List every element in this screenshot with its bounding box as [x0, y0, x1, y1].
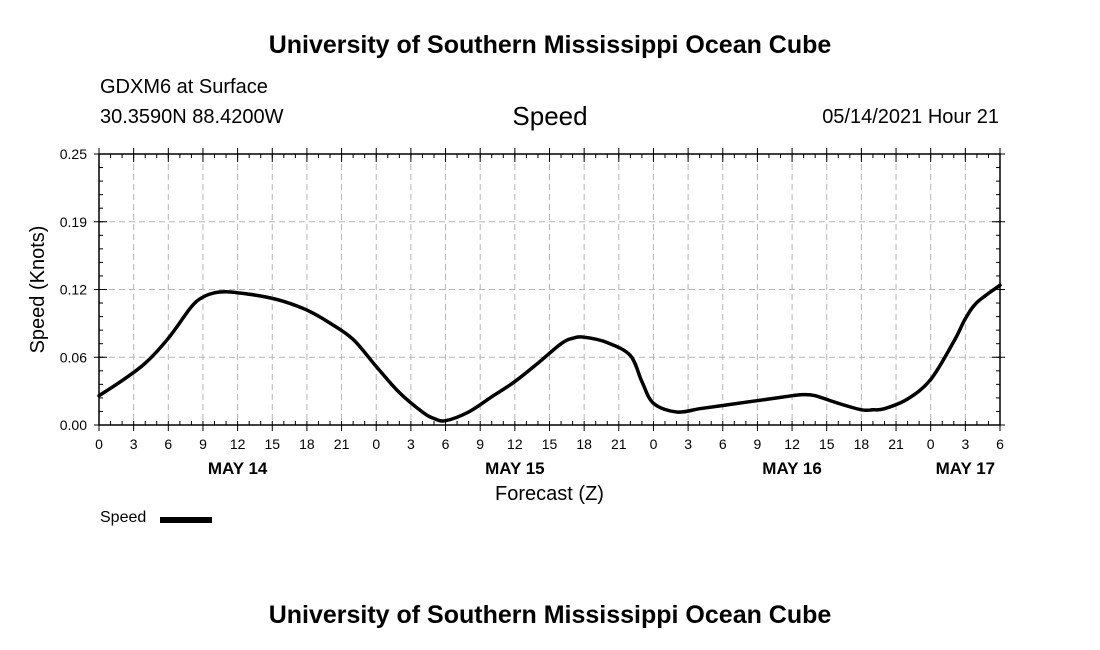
legend-label: Speed: [100, 509, 147, 526]
x-tick-label: 6: [996, 436, 1004, 452]
x-axis-label: Forecast (Z): [495, 483, 604, 505]
x-tick-label: 9: [199, 436, 207, 452]
x-date-label: MAY 15: [485, 459, 545, 478]
x-tick-label: 0: [927, 436, 935, 452]
footer-title: University of Southern Mississippi Ocean…: [268, 601, 832, 629]
x-date-label: MAY 17: [936, 459, 996, 478]
x-tick-label: 21: [888, 436, 904, 452]
x-tick-label: 15: [264, 436, 280, 452]
x-tick-label: 21: [334, 436, 350, 452]
x-tick-label: 9: [754, 436, 762, 452]
x-tick-label: 18: [299, 436, 315, 452]
x-tick-label: 3: [130, 436, 138, 452]
y-tick-label: 0.19: [60, 214, 87, 230]
x-tick-label: 12: [230, 436, 246, 452]
x-tick-label: 6: [719, 436, 727, 452]
speed-series-line: [97, 283, 1002, 423]
station-coordinates: 30.3590N 88.4200W: [100, 106, 284, 128]
x-tick-label: 3: [684, 436, 692, 452]
x-date-label: MAY 16: [762, 459, 822, 478]
x-tick-label: 0: [95, 436, 103, 452]
x-tick-label: 0: [650, 436, 658, 452]
y-axis-label: Speed (Knots): [27, 226, 49, 354]
y-tick-label: 0.00: [60, 417, 87, 433]
x-tick-label: 3: [407, 436, 415, 452]
x-tick-label: 6: [442, 436, 450, 452]
legend-swatch: [160, 517, 212, 523]
x-tick-label: 0: [372, 436, 380, 452]
x-tick-label: 21: [611, 436, 627, 452]
x-tick-label: 15: [819, 436, 835, 452]
plot-frame: [98, 153, 1001, 426]
y-tick-label: 0.25: [60, 146, 87, 162]
forecast-datetime: 05/14/2021 Hour 21: [822, 106, 999, 128]
variable-title: Speed: [512, 101, 588, 131]
x-tick-label: 12: [784, 436, 800, 452]
x-date-label: MAY 14: [208, 459, 268, 478]
x-tick-label: 15: [542, 436, 558, 452]
x-tick-label: 3: [961, 436, 969, 452]
x-tick-label: 12: [507, 436, 523, 452]
y-tick-label: 0.06: [60, 349, 87, 365]
x-tick-label: 18: [854, 436, 870, 452]
x-tick-label: 18: [576, 436, 592, 452]
x-tick-label: 9: [476, 436, 484, 452]
y-tick-label: 0.12: [60, 282, 87, 298]
station-name: GDXM6 at Surface: [100, 76, 268, 98]
x-tick-label: 6: [164, 436, 172, 452]
page-title: University of Southern Mississippi Ocean…: [268, 31, 832, 59]
